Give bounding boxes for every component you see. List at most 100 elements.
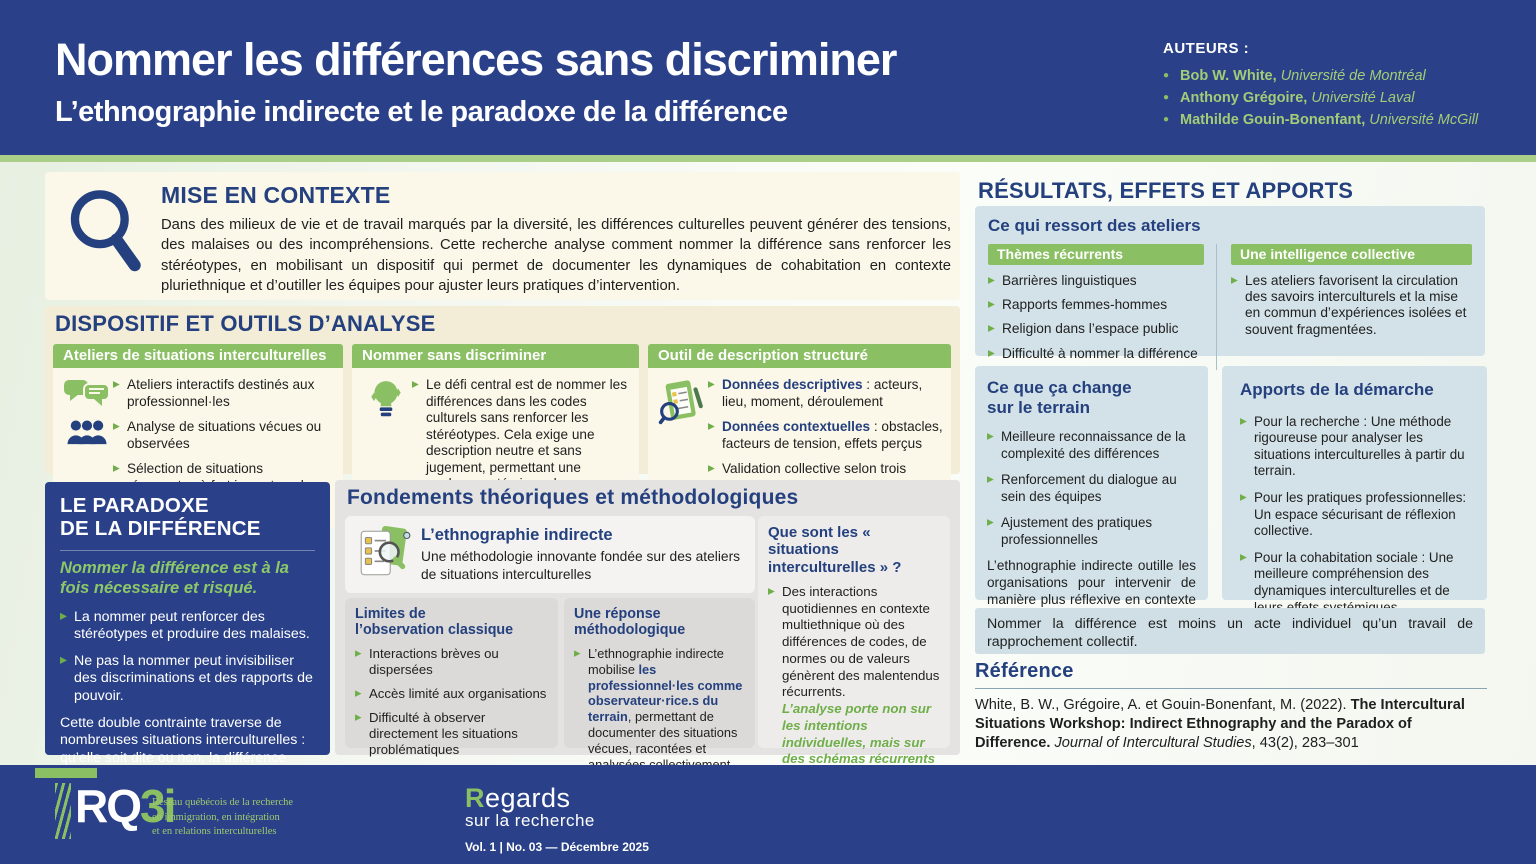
chat-bubbles-icon	[64, 379, 110, 414]
card-icons	[61, 377, 113, 520]
bullet: Religion dans l’espace public	[988, 320, 1204, 337]
reference-authors: White, B. W., Grégoire, A. et Gouin-Bone…	[975, 697, 1351, 713]
author-item: Bob W. White, Université de Montréal	[1163, 66, 1478, 88]
situations-title: Que sont les « situations interculturell…	[768, 524, 902, 576]
bullet: Analyse de situations vécues ou observée…	[113, 418, 335, 452]
bullet-text: : obstacles, facteurs de tension, effets…	[722, 419, 943, 451]
bullet: Les ateliers favorisent la circulation d…	[1231, 272, 1472, 339]
reference-details: , 43(2), 283–301	[1251, 734, 1359, 751]
author-affiliation: Université de Montréal	[1280, 68, 1426, 84]
author-name: Anthony Grégoire,	[1180, 89, 1308, 106]
reference-text: White, B. W., Grégoire, A. et Gouin-Bone…	[975, 696, 1487, 753]
lightbulb-icon	[367, 379, 405, 426]
author-affiliation: Université Laval	[1311, 89, 1415, 106]
themes-column: Thèmes récurrents Barrières linguistique…	[988, 243, 1216, 371]
paradoxe-subtitle: Nommer la différence est à la fois néces…	[60, 558, 289, 597]
bullet: Meilleure reconnaissance de la complexit…	[987, 428, 1196, 462]
author-item: Mathilde Gouin-Bonenfant, Université McG…	[1163, 110, 1478, 132]
bullet-text: L’ethnographie indirecte mobilise	[588, 645, 724, 677]
reference-journal: Journal of Intercultural Studies	[1054, 734, 1252, 751]
reference-section: Référence White, B. W., Grégoire, A. et …	[975, 660, 1487, 753]
themes-chip: Thèmes récurrents	[988, 243, 1204, 265]
bullet: Difficulté à nommer la différence	[988, 345, 1204, 362]
card-header: Outil de description structuré	[648, 344, 951, 368]
terrain-closing: L’ethnographie indirecte outille les org…	[987, 558, 1196, 624]
intelligence-column: Une intelligence collective Les ateliers…	[1216, 243, 1472, 371]
author-name: Bob W. White,	[1180, 68, 1277, 84]
dispositif-title: DISPOSITIF ET OUTILS D’ANALYSE	[55, 311, 436, 336]
bullet: Données descriptives : acteurs, lieu, mo…	[708, 376, 943, 410]
ethnographie-title: L’ethnographie indirecte	[421, 526, 613, 545]
section-paradoxe: LE PARADOXE DE LA DIFFÉRENCE Nommer la di…	[45, 482, 330, 800]
network-tagline: Réseau québécois de la recherche en immi…	[152, 796, 293, 840]
bullet-strong: les professionnel·les comme observateur·…	[588, 661, 743, 725]
footer-green-accent	[35, 768, 97, 778]
authors-list: Bob W. White, Université de Montréal Ant…	[1163, 66, 1478, 131]
ethnographie-box: L’ethnographie indirecte Une méthodologi…	[345, 516, 755, 593]
apports-box: Apports de la démarche Pour la recherche…	[1222, 366, 1487, 615]
footer-banner: RQ3i Réseau québécois de la recherche en…	[0, 765, 1536, 864]
intelligence-bullets: Les ateliers favorisent la circulation d…	[1231, 272, 1472, 339]
series-title: Regards	[465, 783, 649, 814]
results-title: RÉSULTATS, EFFETS ET APPORTS	[978, 178, 1354, 203]
paradoxe-title: LE PARADOXE DE LA DIFFÉRENCE	[60, 494, 315, 541]
author-item: Anthony Grégoire, Université Laval	[1163, 88, 1478, 110]
people-icon	[65, 420, 109, 451]
bullet: Barrières linguistiques	[988, 272, 1204, 289]
section-mise-en-contexte: MISE EN CONTEXTE Dans des milieux de vie…	[45, 172, 960, 300]
terrain-bullets: Meilleure reconnaissance de la complexit…	[987, 428, 1196, 548]
themes-bullets: Barrières linguistiques Rapports femmes-…	[988, 272, 1204, 363]
apports-title: Apports de la démarche	[1240, 380, 1434, 399]
bullet: Pour la recherche : Une méthode rigoureu…	[1240, 413, 1473, 480]
rq3i-logo: RQ3i	[55, 780, 176, 839]
bullet: Ajustement des pratiques professionnelle…	[987, 514, 1196, 548]
series-rest: egards	[485, 783, 571, 813]
tagline-line: et en relations interculturelles	[152, 826, 277, 838]
results-note: Nommer la différence est moins un acte i…	[975, 608, 1485, 654]
workshops-columns: Thèmes récurrents Barrières linguistique…	[988, 243, 1472, 371]
card-icons	[656, 377, 708, 520]
author-affiliation: Université McGill	[1369, 111, 1479, 128]
header-divider	[0, 155, 1536, 162]
limites-title: Limites de l’observation classique	[355, 606, 548, 639]
bullet: Difficulté à observer directement les si…	[355, 709, 548, 758]
context-body: Dans des milieux de vie et de travail ma…	[161, 217, 951, 294]
authors-label: AUTEURS :	[1163, 40, 1250, 57]
reponse-title: Une réponse méthodologique	[574, 606, 686, 639]
poster-subtitle: L’ethnographie indirecte et le paradoxe …	[55, 96, 788, 128]
bullet-text: : acteurs, lieu, moment, déroulement	[722, 377, 923, 409]
bullet-lead: Données contextuelles	[722, 419, 871, 435]
limites-bullets: Interactions brèves ou dispersées Accès …	[355, 645, 548, 759]
bullet: Ne pas la nommer peut invisibiliser des …	[60, 652, 315, 705]
paradoxe-title-line2: DE LA DIFFÉRENCE	[60, 516, 261, 540]
bullet-text: Des interactions quotidiennes en context…	[782, 583, 940, 700]
reference-work: The Intercultural Situations Workshop: I…	[975, 697, 1465, 751]
situations-box: Que sont les « situations interculturell…	[758, 516, 950, 833]
bullet: Interactions brèves ou dispersées	[355, 645, 548, 678]
paradoxe-title-line1: LE PARADOXE	[60, 494, 209, 517]
document-magnifier-icon	[355, 524, 413, 585]
bullet: L’ethnographie indirecte mobilise les pr…	[574, 645, 745, 773]
clipboard-icon	[658, 379, 706, 430]
reponse-box: Une réponse méthodologique L’ethnographi…	[564, 598, 755, 772]
card-icons	[360, 377, 412, 520]
workshops-title: Ce qui ressort des ateliers	[988, 216, 1201, 235]
magnifier-icon	[63, 184, 155, 284]
logo-hatch-bar	[55, 783, 71, 839]
terrain-title-line2: sur le terrain	[987, 397, 1090, 417]
ethnographie-text: L’ethnographie indirecte Une méthodologi…	[421, 526, 745, 582]
apports-bullets: Pour la recherche : Une méthode rigoureu…	[1240, 413, 1473, 617]
limites-title-line1: Limites de	[355, 606, 426, 622]
intelligence-chip: Une intelligence collective	[1231, 243, 1472, 265]
card-header: Ateliers de situations interculturelles	[53, 344, 343, 368]
bullet: Renforcement du dialogue au sein des équ…	[987, 471, 1196, 505]
authors-block: AUTEURS : Bob W. White, Université de Mo…	[1163, 40, 1478, 131]
divider	[60, 549, 315, 551]
logo-wordmark: RQ3i	[75, 780, 176, 832]
logo-rq: RQ	[75, 780, 142, 832]
terrain-title: Ce que ça change sur le terrain	[987, 378, 1196, 417]
terrain-title-line1: Ce que ça change	[987, 378, 1132, 397]
issue-info: Vol. 1 | No. 03 — Décembre 2025	[465, 840, 649, 854]
